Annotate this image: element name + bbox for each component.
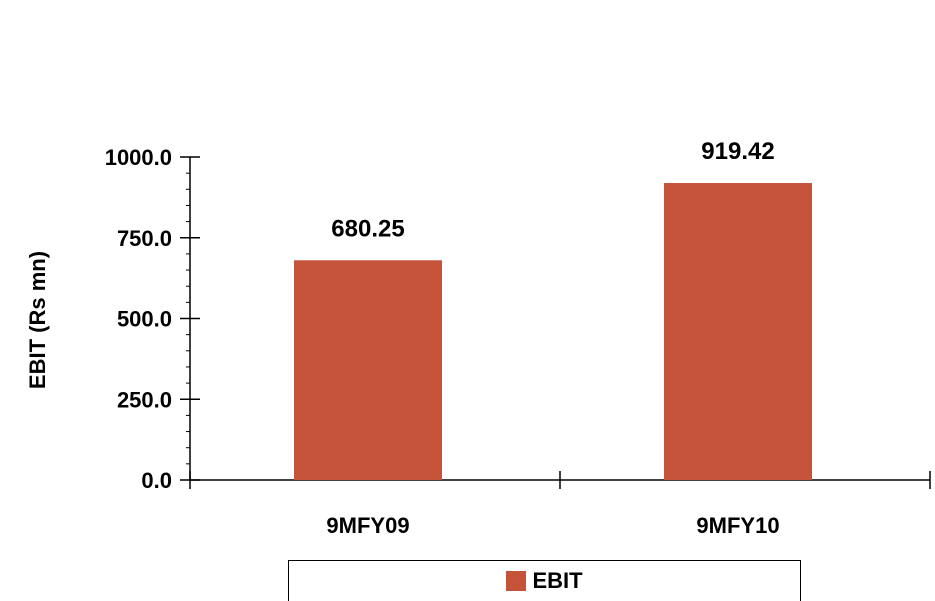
bar-9mfy09 bbox=[294, 260, 442, 480]
legend-label-ebit: EBIT bbox=[532, 568, 583, 593]
legend-swatch-ebit bbox=[506, 571, 527, 591]
x-tick-label: 9MFY09 bbox=[326, 513, 409, 538]
bars bbox=[294, 183, 812, 480]
y-tick-label: 750.0 bbox=[117, 226, 172, 251]
bar-9mfy10 bbox=[664, 183, 812, 480]
axes bbox=[180, 156, 931, 489]
data-label: 919.42 bbox=[701, 138, 774, 165]
y-axis-label: EBIT (Rs mn) bbox=[25, 251, 50, 389]
data-label: 680.25 bbox=[331, 215, 404, 242]
legend: EBIT bbox=[288, 560, 801, 601]
y-tick-label: 250.0 bbox=[117, 387, 172, 412]
y-tick-label: 500.0 bbox=[117, 307, 172, 332]
y-tick-label: 1000.0 bbox=[105, 145, 172, 170]
labels: 0.0 250.0 500.0 750.0 1000.0 680.25 9MFY09 919.… bbox=[105, 138, 780, 538]
y-tick-label: 0.0 bbox=[141, 468, 172, 493]
x-tick-label: 9MFY10 bbox=[696, 513, 779, 538]
